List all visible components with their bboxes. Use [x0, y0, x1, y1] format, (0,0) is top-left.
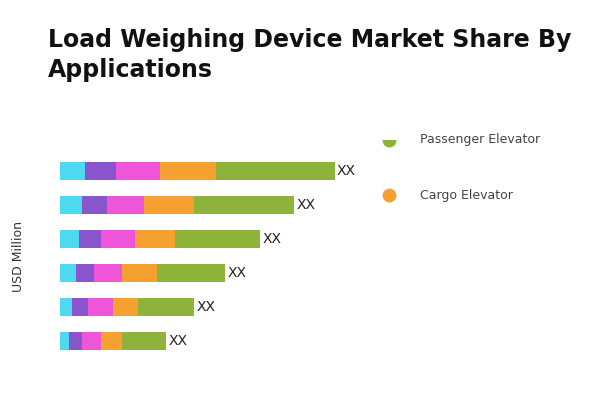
Text: XX: XX [197, 300, 215, 314]
Bar [60, 332, 70, 350]
Bar [122, 264, 157, 282]
Bar [82, 196, 107, 214]
Text: USD Million: USD Million [11, 220, 25, 292]
Text: Load Weighing Device Market Share By
Applications: Load Weighing Device Market Share By App… [48, 28, 571, 82]
Bar [175, 230, 260, 248]
Bar [70, 332, 82, 350]
Text: XX: XX [337, 164, 356, 178]
Bar [76, 264, 94, 282]
Text: XX: XX [169, 334, 188, 348]
Bar [107, 196, 144, 214]
Bar [73, 298, 88, 316]
Bar [60, 162, 85, 180]
Bar [60, 230, 79, 248]
Bar [82, 332, 101, 350]
Bar [144, 196, 194, 214]
Text: Cargo Elevator: Cargo Elevator [419, 188, 512, 202]
Bar [60, 298, 73, 316]
Text: Passenger Elevator: Passenger Elevator [419, 134, 539, 146]
Bar [60, 264, 76, 282]
Bar [160, 162, 216, 180]
Bar [157, 264, 226, 282]
Bar [216, 162, 335, 180]
Bar [138, 298, 194, 316]
Bar [94, 264, 122, 282]
Bar [101, 230, 135, 248]
Text: XX: XX [262, 232, 281, 246]
Bar [135, 230, 175, 248]
Bar [122, 332, 166, 350]
Bar [85, 162, 116, 180]
Bar [113, 298, 138, 316]
Bar [101, 332, 122, 350]
Bar [88, 298, 113, 316]
Bar [60, 196, 82, 214]
Text: XX: XX [228, 266, 247, 280]
Bar [116, 162, 160, 180]
Bar [79, 230, 101, 248]
Text: XX: XX [296, 198, 316, 212]
Bar [194, 196, 294, 214]
